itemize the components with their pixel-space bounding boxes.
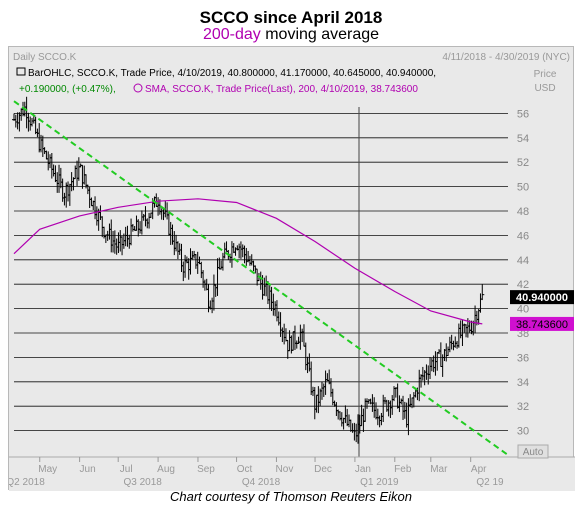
x-month-label: Jul (120, 464, 133, 475)
y-tick-label: 50 (517, 182, 529, 194)
subtitle-highlight: 200-day (202, 26, 261, 43)
y-tick-label: 34 (517, 377, 529, 389)
x-quarter-label: Q3 2018 (123, 477, 162, 488)
last-price-label: 40.940000 (516, 292, 568, 304)
y-tick-label: 40 (517, 304, 529, 316)
chart-credit: Chart courtesy of Thomson Reuters Eikon (169, 489, 413, 504)
x-quarter-label: Q1 2019 (360, 477, 399, 488)
x-quarter-label: Q4 2018 (242, 477, 281, 488)
x-month-label: Nov (276, 464, 294, 475)
legend-ohlc: BarOHLC, SCCO.K, Trade Price, 4/10/2019,… (28, 68, 436, 79)
y-tick-label: 44 (517, 255, 529, 267)
y-tick-label: 54 (517, 133, 529, 145)
trendline (13, 100, 509, 456)
x-quarter-label: Q2 19 (476, 477, 504, 488)
legend-change: +0.190000, (+0.47%), (19, 84, 116, 95)
chart-panel[interactable]: 30 32 34 36 38 40 42 44 46 48 50 52 54 56 May Jun Jul Aug… (6, 46, 575, 491)
last-price-badge (510, 290, 574, 305)
x-month-label: Mar (430, 464, 448, 475)
x-month-label: Jun (80, 464, 96, 475)
sma-legend-icon (133, 83, 143, 93)
y-tick-label: 30 (517, 426, 529, 438)
axis-unit-price: Price (534, 69, 557, 80)
legend-sma: SMA, SCCO.K, Trade Price(Last), 200, 4/1… (145, 84, 418, 95)
sma-last-badge (510, 316, 574, 331)
panel-name: Daily SCCO.K (13, 52, 77, 63)
x-month-label: Aug (157, 464, 175, 475)
y-tick-label: 36 (517, 352, 529, 364)
y-tick-label: 32 (517, 401, 529, 413)
panel-date-range: 4/11/2018 - 4/30/2019 (NYC) (442, 52, 570, 63)
sma-last-label: 38.743600 (516, 319, 568, 331)
chart-title: SCCO since April 2018 (199, 8, 383, 27)
y-tick-label: 56 (517, 108, 529, 120)
grid-lines (14, 113, 508, 432)
y-tick-label: 46 (517, 230, 529, 242)
x-axis-band (9, 457, 575, 491)
auto-button[interactable] (517, 444, 549, 459)
x-month-label: Feb (394, 464, 412, 475)
axis-unit-usd: USD (534, 83, 555, 94)
x-month-label: Sep (197, 464, 215, 475)
x-month-label: Apr (471, 464, 487, 475)
chart-subtitle: 200-day moving average (0, 26, 582, 44)
x-month-label: Jan (355, 464, 371, 475)
y-tick-label: 52 (517, 157, 529, 169)
x-month-label: Oct (237, 464, 253, 475)
x-month-label: May (38, 464, 57, 475)
y-tick-label: 48 (517, 206, 529, 218)
y-tick-label: 42 (517, 279, 529, 291)
x-quarter-label: Q2 2018 (9, 477, 45, 488)
bar-chart-icon (16, 67, 26, 76)
price-chart[interactable]: 30 32 34 36 38 40 42 44 46 48 50 52 54 56 May Jun Jul Aug… (6, 47, 575, 491)
x-month-label: Dec (314, 464, 332, 475)
sma-line (13, 198, 483, 325)
y-tick-label: 38 (517, 328, 529, 340)
auto-label[interactable]: Auto (523, 447, 544, 458)
subtitle-rest: moving average (260, 26, 380, 43)
